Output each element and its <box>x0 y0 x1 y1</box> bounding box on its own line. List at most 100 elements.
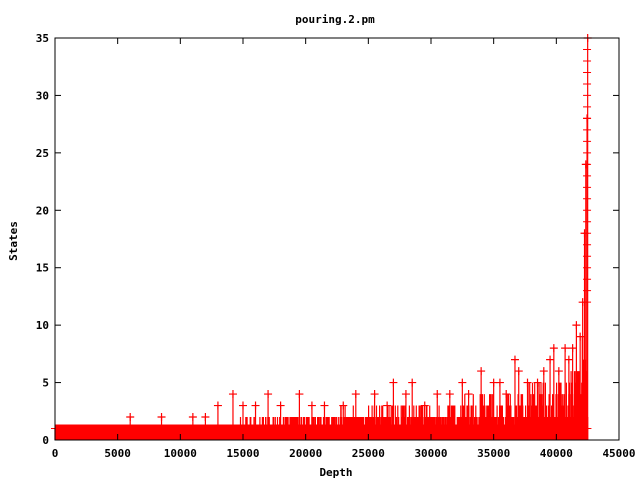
data-point <box>157 413 166 440</box>
x-tick-label: 35000 <box>477 447 510 460</box>
data-point <box>295 390 304 440</box>
y-tick-label: 25 <box>36 147 49 160</box>
data-layer <box>51 34 592 440</box>
y-tick-label: 15 <box>36 262 49 275</box>
data-point <box>126 413 135 440</box>
data-point <box>514 367 523 440</box>
data-point <box>201 413 210 440</box>
data-point-marker <box>564 355 573 364</box>
data-point-marker <box>251 401 260 410</box>
data-point <box>383 401 392 440</box>
y-tick-label: 10 <box>36 319 49 332</box>
data-point <box>251 401 260 440</box>
data-point-marker <box>495 378 504 387</box>
data-point-marker <box>228 390 237 399</box>
data-point <box>320 401 329 440</box>
data-point <box>464 390 473 440</box>
impulse-band <box>54 336 589 440</box>
data-point <box>188 413 197 440</box>
data-point <box>351 390 360 440</box>
data-point-marker <box>433 390 442 399</box>
data-point-marker <box>554 367 563 376</box>
data-point-marker <box>445 390 454 399</box>
data-point-marker <box>477 367 486 376</box>
axes-layer: 0 5000 10000 15000 20000 25000 30000 35000 40000… <box>36 32 636 460</box>
data-point-marker <box>239 401 247 410</box>
data-point-marker <box>464 390 473 399</box>
data-point <box>564 355 573 440</box>
data-point <box>370 390 379 440</box>
data-point-marker <box>157 413 166 422</box>
x-tick-label: 5000 <box>104 447 131 460</box>
data-point-marker <box>401 390 410 399</box>
data-point-marker <box>201 413 210 422</box>
data-point-marker <box>510 355 519 364</box>
data-point <box>420 401 429 440</box>
x-tick-label: 15000 <box>226 447 259 460</box>
x-tick-label: 0 <box>52 447 59 460</box>
data-point-marker <box>549 344 558 353</box>
data-point <box>408 378 417 440</box>
data-point <box>533 378 542 440</box>
data-point <box>228 390 237 440</box>
data-point <box>276 401 285 440</box>
data-point <box>307 401 316 440</box>
data-point <box>546 355 555 440</box>
data-point-marker <box>213 401 222 410</box>
data-point-marker <box>351 390 360 399</box>
data-point-marker <box>568 344 577 353</box>
data-point <box>572 321 581 440</box>
y-tick-label: 35 <box>36 32 49 45</box>
data-point-marker <box>514 367 523 376</box>
data-point <box>554 367 563 440</box>
x-tick-label: 45000 <box>602 447 635 460</box>
data-point-marker <box>383 401 392 410</box>
data-point <box>549 344 558 440</box>
plot-frame <box>54 37 620 441</box>
x-tick-label: 20000 <box>289 447 322 460</box>
y-tick-label: 20 <box>36 204 49 217</box>
data-point <box>445 390 454 440</box>
data-point <box>264 390 273 440</box>
data-point <box>339 401 348 440</box>
data-point-marker <box>561 344 570 353</box>
data-point-marker <box>307 401 316 410</box>
data-point-marker <box>408 378 417 387</box>
data-point-marker <box>126 413 135 422</box>
x-tick-label: 30000 <box>414 447 447 460</box>
data-point <box>389 378 398 440</box>
data-point <box>523 378 532 440</box>
data-point <box>539 367 548 440</box>
x-tick-label: 25000 <box>352 447 385 460</box>
y-tick-label: 30 <box>36 89 49 102</box>
data-point <box>458 378 467 440</box>
y-tick-label: 0 <box>42 434 49 447</box>
y-axis-label: States <box>7 221 20 261</box>
data-point-marker <box>389 378 398 387</box>
data-point-marker <box>546 355 555 364</box>
y-tick-label: 5 <box>42 377 49 390</box>
data-point-marker <box>539 367 548 376</box>
data-point <box>561 344 570 440</box>
data-point-marker <box>264 390 273 399</box>
data-point <box>401 390 410 440</box>
data-point-marker <box>320 401 329 410</box>
data-point-marker <box>502 390 511 399</box>
spike-markers <box>583 48 592 303</box>
chart-title: pouring.2.pm <box>295 13 375 26</box>
data-point-marker <box>295 390 304 399</box>
data-point <box>213 401 222 440</box>
data-point <box>495 378 504 440</box>
data-point <box>433 390 442 440</box>
data-point <box>568 344 577 440</box>
data-point-marker <box>523 378 532 387</box>
data-point-marker <box>458 378 467 387</box>
data-point-marker <box>420 401 429 410</box>
data-point <box>502 390 511 440</box>
x-tick-label: 40000 <box>540 447 573 460</box>
data-point-marker <box>572 321 581 330</box>
data-point-marker <box>370 390 379 399</box>
data-point <box>510 355 519 440</box>
